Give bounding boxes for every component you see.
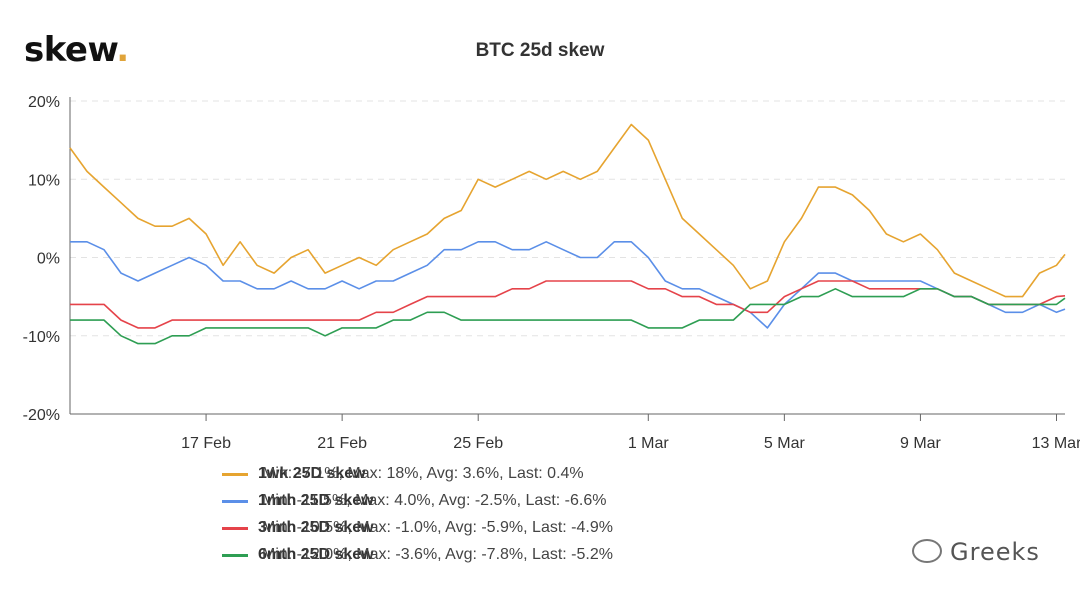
y-tick-label: 20% bbox=[28, 94, 60, 111]
legend-series-name: 3mth 25D skew bbox=[258, 519, 374, 536]
x-tick-label: 25 Feb bbox=[453, 435, 503, 452]
series-line bbox=[70, 288, 1066, 345]
legend-series-name: 1mth 25D skew bbox=[258, 492, 374, 509]
series-line bbox=[70, 280, 1066, 329]
legend-series-name: 6mth 25D skew bbox=[258, 546, 374, 563]
x-tick-label: 17 Feb bbox=[181, 435, 231, 452]
x-tick-label: 13 Mar bbox=[1032, 435, 1080, 452]
x-tick-label: 1 Mar bbox=[628, 435, 670, 452]
legend-item[interactable]: 6mth 25D skew Min: -12.0%, Max: -3.6%, A… bbox=[222, 544, 613, 571]
legend-series-name: 1wk 25D skew bbox=[258, 465, 366, 482]
x-tick-label: 21 Feb bbox=[317, 435, 367, 452]
x-tick-label: 5 Mar bbox=[764, 435, 806, 452]
legend-swatch bbox=[222, 527, 248, 530]
legend-swatch bbox=[222, 473, 248, 476]
line-chart: -20% -10% 0% 10% 20% 17 Feb 21 Feb 25 Feb 1 Mar 5… bbox=[23, 94, 1080, 452]
legend-series-stats: Min: -12.0%, Max: -3.6%, Avg: -7.8%, Las… bbox=[262, 546, 613, 563]
y-tick-label: -20% bbox=[23, 407, 60, 424]
watermark: Greeks bbox=[912, 538, 1040, 566]
skew-logo: skew. bbox=[24, 30, 129, 70]
logo-text: skew bbox=[24, 30, 117, 70]
legend-item[interactable]: 1mth 25D skew Min: -11.5%, Max: 4.0%, Av… bbox=[222, 490, 606, 517]
legend-item[interactable]: 1wk 25D skew Min: -7.1%, Max: 18%, Avg: … bbox=[222, 463, 584, 490]
y-tick-label: 10% bbox=[28, 172, 60, 189]
chart-legend: 1wk 25D skew Min: -7.1%, Max: 18%, Avg: … bbox=[222, 463, 613, 571]
wechat-icon bbox=[912, 539, 942, 563]
y-tick-label: 0% bbox=[37, 251, 60, 268]
series-line bbox=[70, 241, 1066, 329]
logo-dot: . bbox=[116, 30, 129, 70]
x-tick-label: 9 Mar bbox=[900, 435, 942, 452]
series-line bbox=[69, 123, 1066, 298]
legend-series-stats: Min: -7.1%, Max: 18%, Avg: 3.6%, Last: 0… bbox=[262, 465, 584, 482]
y-tick-label: -10% bbox=[23, 329, 60, 346]
legend-item[interactable]: 3mth 25D skew Min: -10.5%, Max: -1.0%, A… bbox=[222, 517, 613, 544]
legend-series-stats: Min: -10.5%, Max: -1.0%, Avg: -5.9%, Las… bbox=[262, 519, 613, 536]
legend-swatch bbox=[222, 500, 248, 503]
legend-swatch bbox=[222, 554, 248, 557]
legend-series-stats: Min: -11.5%, Max: 4.0%, Avg: -2.5%, Last… bbox=[262, 492, 607, 509]
chart-title: BTC 25d skew bbox=[475, 40, 605, 61]
watermark-text: Greeks bbox=[950, 538, 1040, 566]
